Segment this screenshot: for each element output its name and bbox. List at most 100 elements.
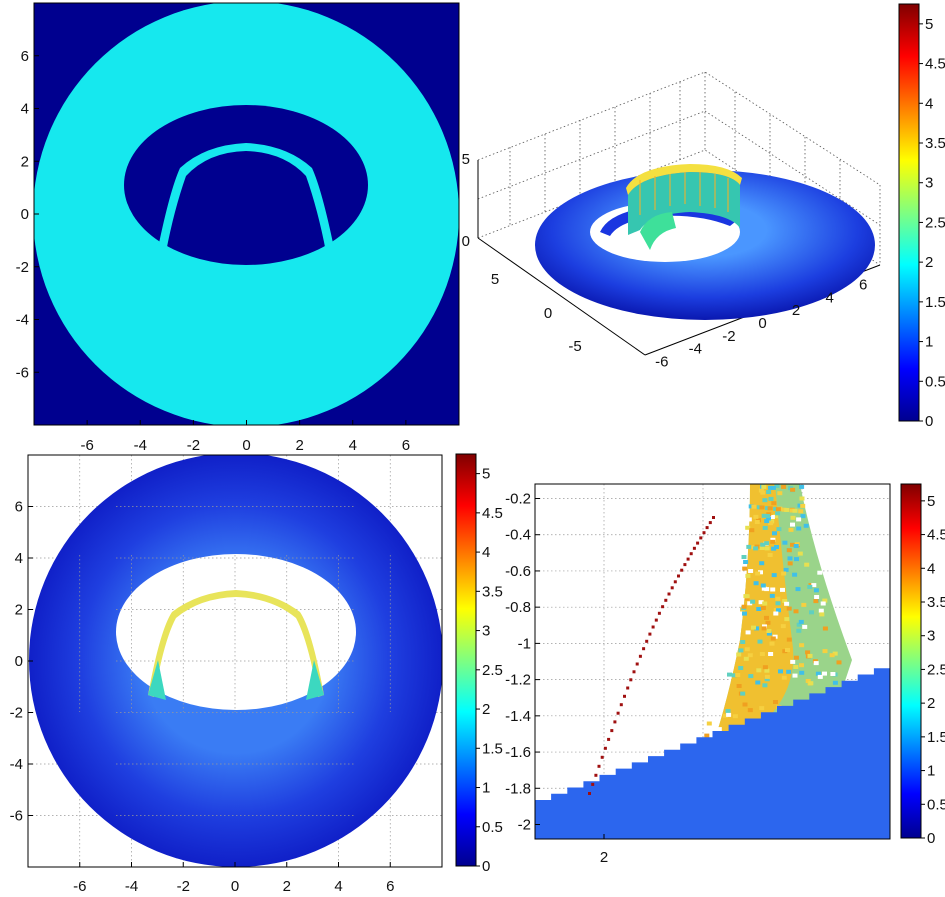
br-speckle-cell	[836, 660, 842, 665]
br-speckle-cell	[818, 608, 824, 613]
br-speckle-cell	[766, 631, 772, 636]
br-y-tick-label: -1.4	[505, 708, 531, 725]
br-speckle-cell	[770, 587, 776, 592]
br-speckle-cell	[762, 498, 768, 503]
br-red-dot	[635, 662, 639, 666]
bl-colorbar-tick-label: 3	[482, 623, 490, 640]
tl-inner-hole	[124, 105, 368, 265]
br-speckle-cell	[829, 653, 835, 658]
br-speckle-cell	[800, 514, 806, 519]
br-speckle-cell	[807, 584, 813, 589]
tr-colorbar-tick-label: 0	[925, 413, 933, 430]
bl-inner-hole	[116, 554, 356, 710]
br-red-dot	[680, 568, 684, 572]
br-speckle-cell	[716, 727, 722, 732]
br-speckle-cell	[790, 542, 795, 547]
br-speckle-cell	[750, 599, 756, 604]
br-speckle-cell	[771, 546, 777, 551]
tr-colorbar-tick-label: 4	[925, 95, 933, 112]
br-speckle-cell	[754, 520, 760, 524]
br-colorbar	[900, 483, 922, 839]
bl-y-tick-label: 2	[15, 602, 23, 619]
br-speckle-cell	[769, 641, 775, 646]
bl-x-tick-label: -4	[125, 878, 138, 895]
br-red-dot	[594, 773, 598, 777]
br-colorbar-tick-label: 0.5	[927, 796, 945, 813]
tr-ring-top	[626, 164, 742, 195]
br-speckle-cell	[775, 601, 781, 606]
br-x-tick-label: 2	[600, 849, 608, 866]
br-speckle-cell	[771, 501, 777, 506]
br-speckle-cell	[811, 583, 817, 588]
bl-arch-right-foot	[306, 660, 324, 700]
br-speckle-cell	[787, 556, 793, 561]
br-speckle-cell	[758, 570, 763, 575]
br-red-dot	[648, 632, 652, 636]
br-speckle-cell	[732, 714, 738, 719]
br-red-dot	[686, 557, 690, 561]
br-red-dot	[661, 605, 665, 609]
br-colorbar-tick-label: 1	[927, 763, 935, 780]
br-speckle-cell	[774, 545, 779, 549]
br-speckle-cell	[773, 514, 779, 519]
br-red-dot	[607, 737, 611, 741]
tl-y-tick-label: -4	[16, 312, 29, 329]
br-speckle-cell	[759, 505, 765, 510]
bl-colorbar-tick-label: 0	[482, 858, 490, 875]
br-speckle-cell	[798, 619, 804, 624]
tr-y-tick-label: 0	[544, 305, 552, 322]
tr-ring-front	[640, 212, 676, 250]
br-speckle-cell	[768, 496, 774, 501]
br-speckle-cell	[793, 655, 799, 660]
br-speckle-cell	[775, 596, 781, 601]
tr-colorbar-tick-label: 1	[925, 334, 933, 351]
bl-colorbar-tick-label: 1	[482, 780, 490, 797]
br-speckle-cell	[790, 487, 796, 492]
br-speckle-cell	[783, 567, 789, 572]
br-speckle-cell	[741, 604, 747, 609]
br-speckle-cell	[782, 599, 788, 603]
br-speckle-cell	[796, 526, 802, 531]
br-speckle-cell	[751, 504, 757, 509]
bottom-right-panel: 2 -0.2 -0.4 -0.6 -0.8 -1 -1.2 -1.4 -1.6 -1.8 -2 5…	[505, 483, 945, 866]
br-y-tick-labels: -0.2 -0.4 -0.6 -0.8 -1 -1.2 -1.4 -1.6 -1.8 -2	[505, 490, 540, 834]
br-y-tick-label: -1	[518, 635, 531, 652]
br-red-dot	[623, 694, 626, 698]
br-speckle-cell	[765, 620, 771, 625]
br-speckle-cell	[744, 647, 750, 652]
bl-arch-left-foot	[148, 660, 166, 700]
tr-colorbar-tick-labels: 5 4.5 4 3.5 3 2.5 2 1.5 1 0.5 0	[919, 16, 945, 430]
br-red-dot	[591, 782, 595, 786]
top-left-panel: -6 -4 -2 0 2 4 6 6 4 2 0 -2 -4 -6	[16, 2, 460, 454]
br-speckle-cell	[767, 553, 773, 557]
br-red-dot	[677, 574, 680, 578]
bl-colorbar-tick-label: 5	[482, 466, 490, 483]
br-speckle-cell	[759, 546, 765, 550]
br-speckle-cell	[772, 531, 777, 536]
br-speckle-cell	[776, 608, 781, 613]
br-red-dot	[619, 703, 623, 707]
br-speckle-cell	[767, 506, 773, 511]
br-speckle-cell	[784, 617, 790, 622]
br-speckle-cell	[735, 673, 741, 677]
br-blue-region	[535, 662, 890, 839]
br-speckle-cell	[756, 668, 762, 673]
br-speckle-cell	[764, 674, 770, 679]
tr-colorbar	[898, 3, 920, 422]
br-speckle-cell	[757, 639, 763, 644]
br-speckle-cell	[775, 507, 781, 512]
br-speckle-cell	[807, 653, 813, 658]
br-speckle-cell	[764, 677, 770, 682]
br-y-tick-label: -0.2	[505, 490, 531, 507]
br-red-dot	[616, 711, 620, 715]
br-speckle-cell	[762, 683, 768, 688]
br-speckle-cell	[736, 684, 742, 688]
tr-colorbar-tick-label: 2	[925, 254, 933, 271]
br-speckle-cell	[747, 653, 753, 658]
br-speckle-cell	[756, 505, 762, 510]
br-speckle-cell	[755, 571, 761, 576]
bl-colorbar-tick-label: 3.5	[482, 583, 503, 600]
bl-colorbar-tick-label: 2.5	[482, 662, 503, 679]
br-speckle-cell	[740, 640, 746, 644]
